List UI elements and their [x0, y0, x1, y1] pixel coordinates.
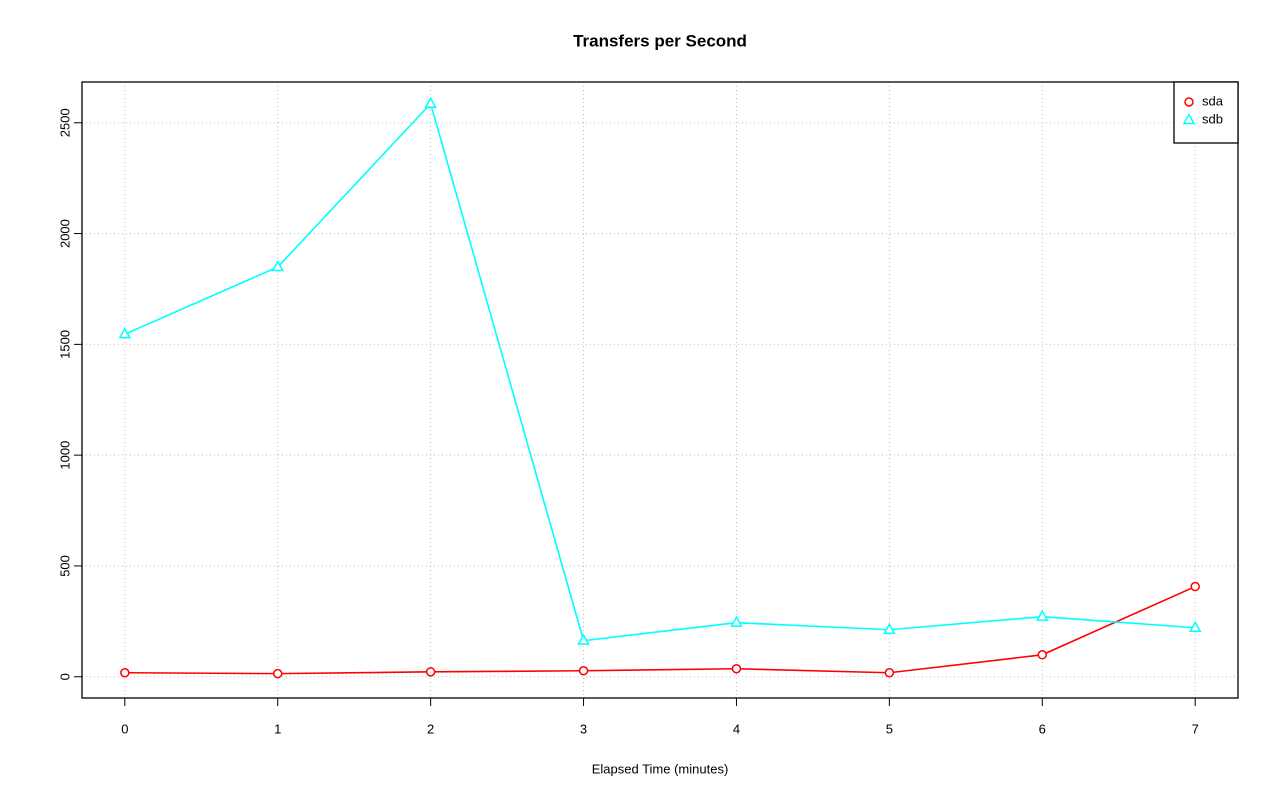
point — [578, 665, 589, 676]
x-tick-label: 5 — [886, 721, 893, 736]
point — [577, 633, 590, 645]
legend-label: sda — [1202, 93, 1224, 108]
x-tick-label: 2 — [427, 721, 434, 736]
series-line — [124, 585, 1196, 675]
x-tick-label: 4 — [733, 721, 740, 736]
legend-box — [1173, 81, 1239, 144]
plot-frame — [81, 81, 1239, 699]
y-tick-label: 0 — [57, 673, 72, 680]
point — [1037, 650, 1048, 660]
point — [272, 668, 283, 679]
y-tick-label: 500 — [57, 555, 72, 577]
legend-label: sdb — [1202, 111, 1223, 126]
point — [884, 667, 895, 678]
point — [425, 667, 436, 677]
legend-marker — [1182, 112, 1196, 125]
point — [118, 327, 132, 339]
x-tick-label: 6 — [1039, 721, 1046, 736]
x-tick-label: 3 — [580, 721, 587, 736]
point — [120, 667, 130, 678]
y-tick-label: 1500 — [57, 330, 72, 359]
x-axis-label: Elapsed Time (minutes) — [592, 761, 729, 776]
y-tick-label: 2500 — [57, 108, 72, 137]
point — [730, 615, 743, 627]
point — [883, 622, 896, 635]
x-tick-label: 1 — [274, 721, 281, 736]
y-tick-label: 2000 — [57, 219, 72, 248]
series-line — [124, 102, 1196, 642]
x-tick-label: 0 — [121, 721, 128, 736]
chart-title: Transfers per Second — [573, 31, 747, 50]
legend-marker — [1184, 97, 1194, 107]
point — [1190, 581, 1200, 592]
x-tick-label: 7 — [1192, 721, 1199, 736]
y-tick-label: 1000 — [57, 441, 72, 470]
point — [271, 259, 284, 272]
point — [731, 664, 742, 674]
point — [1188, 620, 1202, 633]
point — [424, 96, 437, 108]
point — [1036, 609, 1049, 621]
